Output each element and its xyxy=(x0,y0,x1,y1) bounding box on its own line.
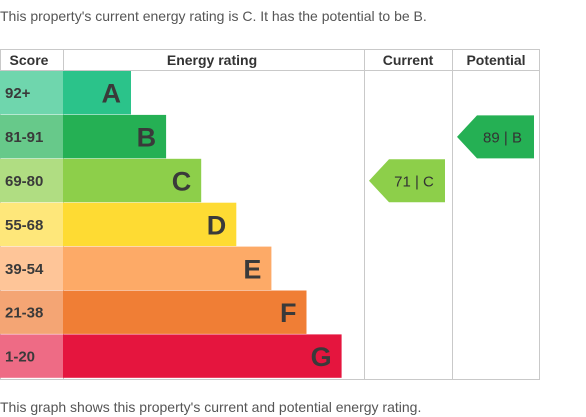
band-bar-e xyxy=(63,246,272,290)
score-cell-a xyxy=(0,71,63,115)
score-label-f: 21-38 xyxy=(5,305,43,322)
band-letter-g: G xyxy=(311,342,332,372)
score-cell-d xyxy=(0,202,63,247)
score-cell-g xyxy=(0,334,63,378)
band-letter-b: B xyxy=(137,123,157,153)
score-label-g: 1-20 xyxy=(5,349,35,366)
score-label-a: 92+ xyxy=(5,85,31,102)
current-rating-label: 71 | C xyxy=(394,173,434,190)
current-arrow xyxy=(369,159,445,203)
score-label-b: 81-91 xyxy=(5,129,43,146)
band-letter-f: F xyxy=(280,298,297,328)
band-bar-c xyxy=(63,158,202,203)
score-cell-c xyxy=(0,158,63,203)
score-header: Score xyxy=(10,52,49,68)
rating-bands: 92+ A 81-91 B 69-80 C 55-68 D 39-54 E 21-38 F 1-20 G xyxy=(0,71,342,378)
current-header: Current xyxy=(383,52,434,68)
footnote-text: This graph shows this property's current… xyxy=(0,399,422,415)
energy-rating-header: Energy rating xyxy=(167,52,257,68)
score-cell-b xyxy=(0,114,63,159)
band-letter-e: E xyxy=(243,254,261,284)
potential-rating-label: 89 | B xyxy=(483,129,522,146)
band-letter-d: D xyxy=(207,210,227,240)
potential-arrow xyxy=(457,115,534,159)
band-bar-f xyxy=(63,290,307,334)
band-bar-d xyxy=(63,202,237,247)
score-cell-e xyxy=(0,246,63,290)
score-cell-f xyxy=(0,290,63,334)
score-label-c: 69-80 xyxy=(5,173,43,190)
band-bar-g xyxy=(63,334,342,378)
score-label-d: 55-68 xyxy=(5,217,43,234)
rating-arrows: 71 | C 89 | B xyxy=(369,115,534,203)
band-letter-c: C xyxy=(172,167,192,197)
potential-header: Potential xyxy=(466,52,525,68)
band-bar-b xyxy=(63,114,167,159)
band-letter-a: A xyxy=(102,79,122,109)
intro-text: This property's current energy rating is… xyxy=(0,8,427,24)
score-label-e: 39-54 xyxy=(5,261,44,278)
band-bar-a xyxy=(63,71,131,115)
